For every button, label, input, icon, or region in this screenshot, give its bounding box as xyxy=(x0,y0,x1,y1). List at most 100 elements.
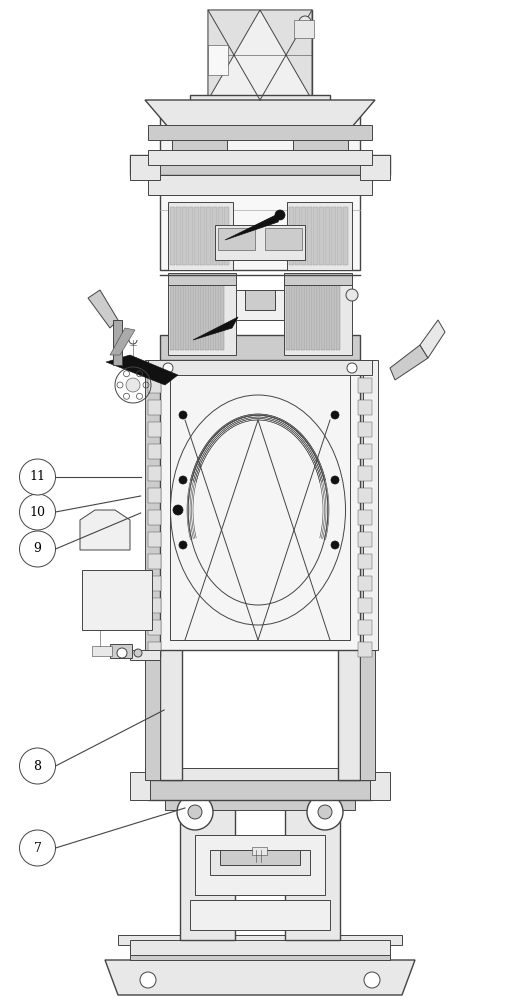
Circle shape xyxy=(188,805,202,819)
Bar xyxy=(311,285,315,350)
Bar xyxy=(148,488,161,503)
Bar xyxy=(291,285,295,350)
Bar xyxy=(148,422,161,437)
Circle shape xyxy=(126,378,140,392)
Bar xyxy=(358,378,372,393)
Bar xyxy=(130,772,150,800)
Bar xyxy=(301,285,305,350)
Bar xyxy=(185,285,189,350)
Polygon shape xyxy=(390,345,428,380)
Bar xyxy=(363,360,378,650)
Bar xyxy=(321,285,325,350)
Bar xyxy=(148,532,161,547)
Bar xyxy=(331,207,336,265)
Bar xyxy=(180,785,235,940)
Bar xyxy=(236,290,284,320)
Bar xyxy=(145,360,160,780)
Bar xyxy=(336,285,340,350)
Bar xyxy=(358,620,372,635)
Bar xyxy=(294,20,314,38)
Bar xyxy=(210,850,310,875)
Bar xyxy=(130,940,390,955)
Bar xyxy=(113,320,122,365)
Polygon shape xyxy=(193,317,238,340)
Bar xyxy=(293,135,348,150)
Text: 8: 8 xyxy=(33,760,42,772)
Circle shape xyxy=(347,363,357,373)
Bar xyxy=(218,228,255,250)
Bar xyxy=(360,360,375,780)
Bar xyxy=(325,207,330,265)
Bar xyxy=(220,285,224,350)
Bar xyxy=(148,150,372,165)
Bar xyxy=(148,598,161,613)
Bar xyxy=(168,280,236,355)
Bar xyxy=(286,285,290,350)
Bar xyxy=(326,285,330,350)
Circle shape xyxy=(134,649,142,657)
Bar xyxy=(301,207,306,265)
Circle shape xyxy=(19,531,56,567)
Bar xyxy=(337,207,342,265)
Bar xyxy=(319,207,324,265)
Text: 9: 9 xyxy=(33,542,42,556)
Bar xyxy=(130,650,160,660)
Bar xyxy=(130,155,160,180)
Bar xyxy=(338,360,360,780)
Bar xyxy=(160,768,360,780)
Bar xyxy=(82,570,152,630)
Bar xyxy=(148,466,161,481)
Bar xyxy=(182,207,187,265)
Bar xyxy=(210,285,214,350)
Bar xyxy=(289,207,294,265)
Bar xyxy=(148,576,161,591)
Text: 7: 7 xyxy=(33,841,42,854)
Circle shape xyxy=(364,972,380,988)
Circle shape xyxy=(331,541,339,549)
Bar xyxy=(358,444,372,459)
Polygon shape xyxy=(110,328,135,355)
Circle shape xyxy=(299,16,311,28)
Bar xyxy=(284,280,352,355)
Bar xyxy=(170,370,350,640)
Bar xyxy=(168,273,236,285)
Bar xyxy=(148,175,372,195)
Bar xyxy=(176,207,181,265)
Polygon shape xyxy=(145,100,375,135)
Circle shape xyxy=(140,972,156,988)
Bar xyxy=(220,850,300,865)
Bar xyxy=(358,488,372,503)
Circle shape xyxy=(173,505,183,515)
Bar xyxy=(358,576,372,591)
Bar xyxy=(358,598,372,613)
Bar xyxy=(190,285,194,350)
Polygon shape xyxy=(80,510,130,550)
Circle shape xyxy=(179,541,187,549)
Bar xyxy=(148,554,161,569)
Bar xyxy=(170,285,174,350)
Bar xyxy=(215,225,305,260)
Bar xyxy=(148,400,161,415)
Polygon shape xyxy=(260,10,312,100)
Bar xyxy=(178,120,223,135)
Bar xyxy=(296,285,300,350)
Bar xyxy=(180,285,184,350)
Bar xyxy=(160,180,360,270)
Bar xyxy=(331,285,335,350)
Bar xyxy=(160,335,360,360)
Bar xyxy=(358,642,372,657)
Bar xyxy=(110,644,132,658)
Bar xyxy=(218,207,223,265)
Circle shape xyxy=(19,830,56,866)
Bar xyxy=(313,207,318,265)
Bar xyxy=(160,360,360,650)
Circle shape xyxy=(19,459,56,495)
Bar xyxy=(358,554,372,569)
Circle shape xyxy=(179,411,187,419)
Circle shape xyxy=(318,805,332,819)
Bar xyxy=(358,510,372,525)
Bar xyxy=(148,510,161,525)
Bar xyxy=(358,466,372,481)
Bar xyxy=(370,772,390,800)
Bar xyxy=(358,532,372,547)
